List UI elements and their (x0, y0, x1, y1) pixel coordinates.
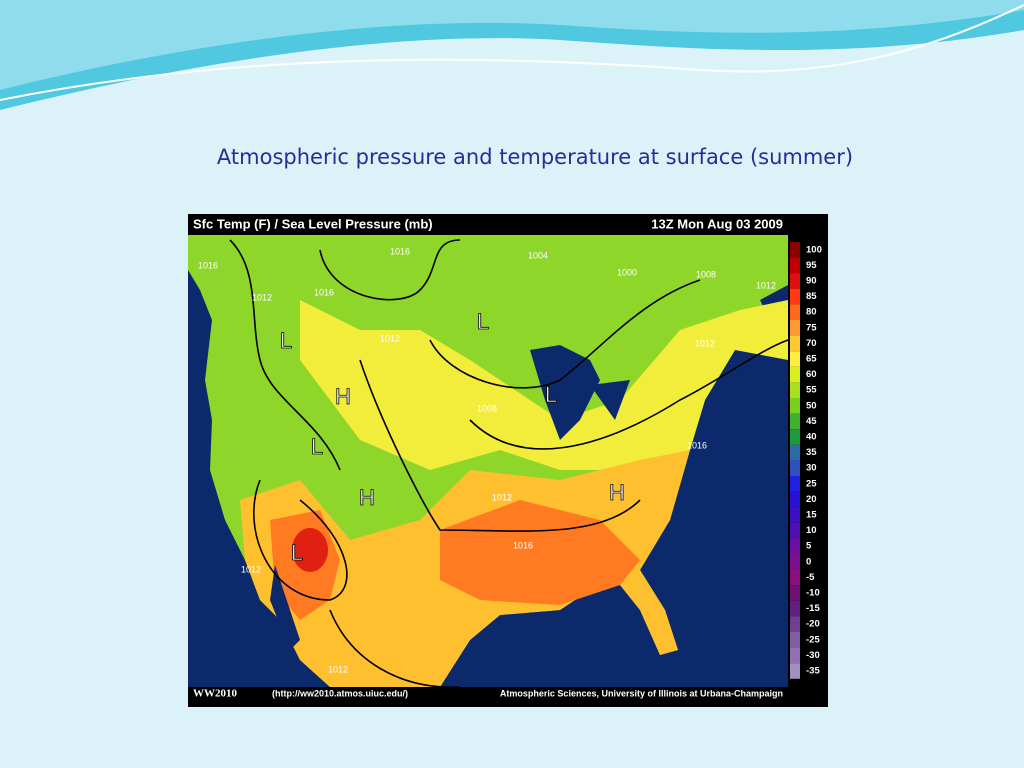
legend-label: 100 (806, 244, 822, 255)
legend-swatch (790, 351, 800, 367)
slide-title: Atmospheric pressure and temperature at … (217, 145, 853, 169)
isobar-label: 1012 (756, 280, 776, 290)
legend-label: 65 (806, 354, 817, 365)
isobar-label: 1012 (380, 333, 400, 343)
legend-label: -35 (806, 666, 820, 677)
legend-label: 25 (806, 478, 817, 489)
pressure-center: L (280, 328, 292, 353)
legend-swatch (790, 507, 800, 523)
isobar-label: 1004 (528, 250, 548, 260)
legend-swatch (790, 616, 800, 632)
legend-label: -5 (806, 572, 815, 583)
legend-swatch (790, 242, 800, 258)
legend-swatch (790, 600, 800, 617)
legend-label: -15 (806, 603, 820, 614)
isobar-label: 1012 (492, 492, 512, 502)
legend-label: 15 (806, 510, 817, 521)
legend-swatch (790, 398, 800, 414)
legend-swatch (790, 476, 800, 492)
legend-label: 95 (806, 260, 817, 271)
isobar-label: 1012 (695, 338, 715, 348)
legend-swatch (790, 304, 800, 320)
legend-swatch (790, 647, 800, 664)
legend-swatch (790, 257, 800, 274)
isobars (229, 239, 788, 687)
legend-label: 90 (806, 276, 817, 287)
legend-label: 55 (806, 385, 817, 396)
hottest-region (292, 528, 328, 572)
legend-label: 80 (806, 307, 817, 318)
legend-swatch (790, 632, 800, 648)
legend-swatch (790, 288, 800, 305)
legend-swatch (790, 444, 800, 461)
isobar-label: 1000 (617, 267, 637, 277)
wave-line (0, 4, 1024, 101)
isobar-label: 1016 (314, 287, 334, 297)
isobar-label: 1016 (513, 540, 533, 550)
legend-label: 0 (806, 556, 811, 567)
warm-region (300, 300, 788, 470)
legend-swatch (790, 382, 800, 398)
legend-swatch (790, 320, 800, 336)
legend-label: 60 (806, 369, 817, 380)
isobar-label: 1012 (241, 564, 261, 574)
map-footer-left: WW2010 (193, 688, 238, 700)
legend-swatch (790, 335, 800, 352)
legend-swatch (790, 491, 800, 508)
map (188, 235, 788, 687)
legend-swatch (790, 429, 800, 445)
gulf-of-california (270, 565, 300, 650)
isobar-label: 1016 (687, 440, 707, 450)
legend-swatch (790, 554, 800, 570)
isobar-label: 1008 (696, 269, 716, 279)
legend-label: 45 (806, 416, 817, 427)
legend-label: -10 (806, 588, 820, 599)
legend-label: 85 (806, 291, 817, 302)
legend-label: 35 (806, 447, 817, 458)
legend-swatch (790, 663, 800, 679)
legend-swatch (790, 460, 800, 476)
legend-swatch (790, 569, 800, 586)
legend-swatch (790, 522, 800, 539)
map-header-left: Sfc Temp (F) / Sea Level Pressure (mb) (193, 216, 433, 231)
map-footer-right: Atmospheric Sciences, University of Illi… (500, 688, 783, 698)
legend-label: -25 (806, 634, 820, 645)
legend-swatch (790, 366, 800, 383)
legend-label: 5 (806, 541, 812, 552)
legend-label: 20 (806, 494, 817, 505)
legend-label: 10 (806, 525, 817, 536)
wave (0, 0, 1024, 90)
great-lakes (530, 345, 630, 440)
pressure-center: L (311, 434, 323, 459)
isobar-label: 1016 (198, 260, 218, 270)
pressure-center: L (545, 382, 557, 407)
isobar-label: 1012 (328, 664, 348, 674)
map-header-right: 13Z Mon Aug 03 2009 (651, 216, 783, 231)
pressure-center: H (335, 384, 351, 409)
isobar-label: 1012 (252, 292, 272, 302)
legend-swatch (790, 273, 800, 289)
isobar-label: 1008 (477, 403, 497, 413)
legend-label: 75 (806, 322, 817, 333)
isobar-label: 1016 (390, 246, 410, 256)
pressure-center: L (291, 540, 303, 565)
map-footer-center: (http://ww2010.atmos.uiuc.edu/) (272, 688, 408, 698)
legend-swatch (790, 538, 800, 554)
legend-swatch (790, 413, 800, 430)
pressure-center: H (609, 480, 625, 505)
legend-label: -20 (806, 619, 820, 630)
legend-label: -30 (806, 650, 820, 661)
legend-label: 40 (806, 432, 817, 443)
pressure-center: L (477, 309, 489, 334)
legend-label: 30 (806, 463, 817, 474)
legend-swatch (790, 585, 800, 601)
legend-label: 70 (806, 338, 817, 349)
pressure-center: H (359, 485, 375, 510)
legend-label: 50 (806, 400, 817, 411)
